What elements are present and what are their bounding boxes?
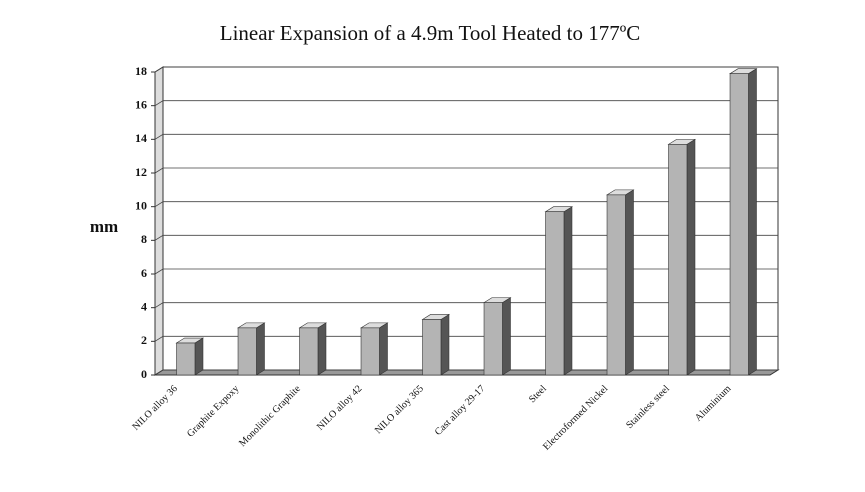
y-tick-label: 18 bbox=[135, 64, 147, 78]
x-tick-label: Monolithic Graphite bbox=[237, 383, 303, 449]
y-tick-label: 8 bbox=[141, 232, 147, 246]
x-tick-label: Steel bbox=[527, 383, 549, 405]
bar bbox=[728, 68, 758, 376]
x-tick-label: Aluminium bbox=[693, 383, 734, 424]
bar-side bbox=[686, 138, 696, 376]
y-tick-label: 2 bbox=[141, 333, 147, 347]
side-wall bbox=[154, 66, 164, 376]
bar-front bbox=[729, 73, 749, 376]
y-axis-label: mm bbox=[90, 217, 118, 236]
bar-front bbox=[483, 302, 503, 376]
grid-line bbox=[154, 369, 778, 376]
grid-line bbox=[154, 234, 778, 241]
bar bbox=[236, 322, 266, 376]
grid-line bbox=[154, 133, 778, 140]
y-tick-label: 16 bbox=[135, 97, 147, 111]
bar bbox=[359, 322, 389, 376]
bar bbox=[667, 138, 697, 376]
grid-line bbox=[154, 66, 778, 73]
bar-front bbox=[668, 144, 688, 376]
bar-side bbox=[379, 322, 388, 376]
bar-side bbox=[440, 313, 450, 376]
bar-side bbox=[563, 206, 573, 376]
grid-line bbox=[154, 335, 778, 342]
bar-front bbox=[545, 211, 565, 376]
bar bbox=[175, 337, 205, 376]
x-tick-label: NILO alloy 42 bbox=[315, 383, 364, 432]
bar-side bbox=[256, 322, 265, 376]
bar-side bbox=[748, 68, 757, 376]
bar-front bbox=[422, 319, 442, 376]
bar-side bbox=[502, 297, 511, 376]
grid-line bbox=[154, 302, 778, 309]
x-tick-label: Electroformed Nickel bbox=[541, 383, 610, 452]
x-tick-label: Cast alloy 29-17 bbox=[433, 383, 488, 438]
x-tick-label: NILO alloy 36 bbox=[130, 383, 179, 432]
bar bbox=[421, 313, 451, 376]
grid-line bbox=[154, 100, 778, 107]
bar bbox=[298, 322, 328, 376]
bar-side bbox=[625, 189, 634, 376]
x-tick-label: Stainless steel bbox=[624, 383, 672, 431]
bar-front bbox=[606, 194, 626, 376]
y-tick-label: 10 bbox=[135, 198, 147, 212]
y-tick-label: 6 bbox=[141, 266, 147, 280]
bar bbox=[482, 297, 512, 376]
bar-front bbox=[176, 342, 196, 376]
y-tick-label: 12 bbox=[135, 165, 147, 179]
bar bbox=[544, 206, 574, 376]
chart-title: Linear Expansion of a 4.9m Tool Heated t… bbox=[220, 21, 640, 45]
x-tick-label: NILO alloy 365 bbox=[373, 383, 426, 436]
y-tick-label: 0 bbox=[141, 367, 147, 381]
x-tick-label: Graphite Expoxy bbox=[185, 383, 241, 439]
grid-line bbox=[154, 268, 778, 275]
bar-front bbox=[237, 327, 257, 376]
bar-front bbox=[360, 327, 380, 376]
bar bbox=[605, 189, 635, 376]
bar-front bbox=[299, 327, 319, 376]
bar-side bbox=[317, 322, 327, 376]
y-tick-label: 4 bbox=[141, 299, 147, 313]
grid-line bbox=[154, 201, 778, 208]
bar-side bbox=[194, 337, 204, 376]
y-tick-label: 14 bbox=[135, 131, 147, 145]
grid-line bbox=[154, 167, 778, 174]
